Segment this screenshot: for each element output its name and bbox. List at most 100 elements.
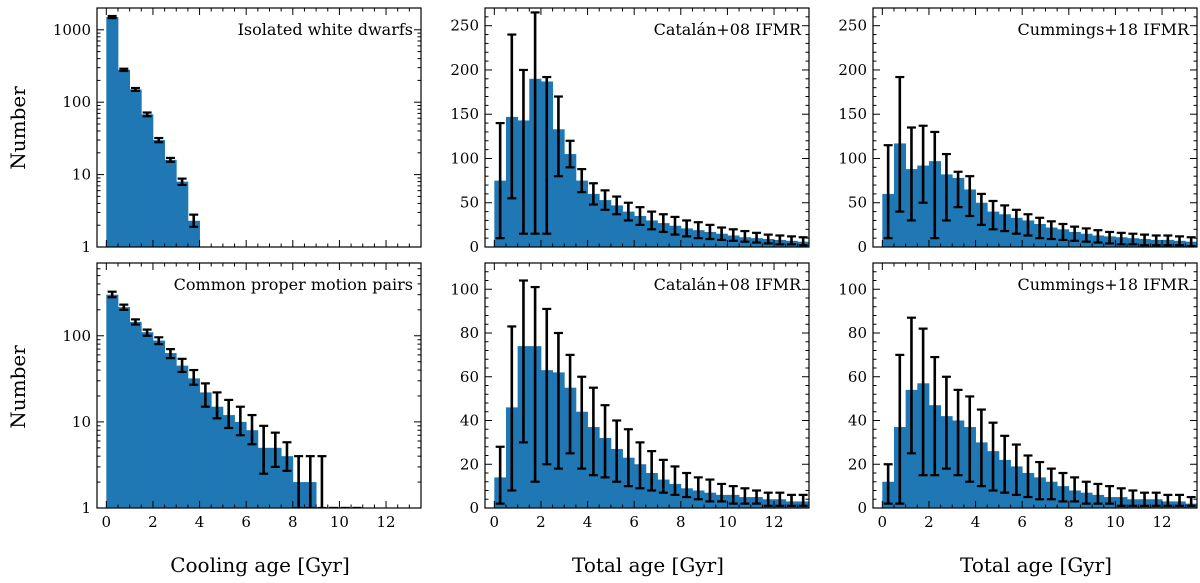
bar [246, 430, 259, 508]
bar [176, 181, 189, 247]
x-tick-label: 8 [1064, 513, 1074, 531]
x-tick-label: 6 [1017, 513, 1027, 531]
bar [106, 17, 119, 247]
bar [211, 406, 224, 508]
panel-title: Cummings+18 IFMR [1018, 20, 1190, 39]
y-tick-label: 20 [848, 455, 867, 473]
bar [106, 294, 119, 508]
ticks [485, 262, 810, 509]
axes-frame [96, 262, 422, 509]
ticks [97, 262, 422, 509]
x-tick-label: 4 [195, 513, 205, 531]
y-tick-label: 40 [460, 412, 479, 430]
x-tick-label: 0 [490, 513, 500, 531]
x-tick-label: 2 [148, 513, 158, 531]
bar [117, 307, 131, 508]
y-tick-label: 0 [857, 238, 867, 256]
bar [917, 165, 930, 247]
bar [963, 189, 976, 247]
bar [199, 392, 212, 508]
bar [152, 340, 165, 508]
y-tick-label: 50 [848, 194, 867, 212]
bar [587, 193, 600, 247]
y-tick-label: 250 [838, 17, 867, 35]
panel-top-right: 0 50 100 150 200 250 Cummings+18 IFMR [838, 7, 1198, 256]
y-tick-label: 10 [72, 413, 91, 431]
panel-title: Common proper motion pairs [174, 275, 413, 294]
bar [164, 353, 177, 508]
xlabel-left: Cooling age [Gyr] [170, 553, 350, 577]
ylabel-top: Number [6, 86, 30, 170]
bar [952, 177, 965, 247]
bar [281, 456, 294, 508]
bar [187, 378, 200, 508]
error-bars [107, 290, 362, 508]
y-tick-label: 200 [838, 61, 867, 79]
bar [599, 200, 612, 247]
bar [645, 220, 658, 247]
bar [222, 415, 235, 508]
ticks [873, 262, 1198, 509]
xlabel-right: Total age [Gyr] [960, 553, 1112, 577]
bar [234, 421, 247, 508]
bar [634, 216, 647, 247]
error-bars [495, 279, 808, 507]
bars [882, 383, 1197, 508]
panel-top-middle: 0 50 100 150 200 250 Catalán+08 IFMR [450, 7, 810, 256]
panel-bottom-right: 0 20 40 60 80 100 0 2 4 6 8 10 12 Cummings+18 IFMR [838, 262, 1198, 531]
y-tick-label: 0 [469, 238, 479, 256]
x-tick-label: 0 [878, 513, 888, 531]
panel-title: Catalán+08 IFMR [654, 275, 802, 294]
y-tick-label: 1 [81, 499, 91, 517]
bar [575, 180, 588, 247]
xlabel-middle: Total age [Gyr] [572, 553, 724, 577]
bars [106, 294, 317, 508]
bar [152, 140, 165, 247]
y-tick-label: 1000 [53, 21, 91, 39]
bar [129, 89, 142, 247]
bar [257, 447, 270, 508]
bar [141, 332, 154, 508]
y-tick-label: 50 [460, 194, 479, 212]
x-tick-label: 10 [718, 513, 737, 531]
x-tick-label: 8 [288, 513, 298, 531]
bar [657, 223, 670, 247]
bar [164, 159, 177, 247]
y-tick-label: 100 [450, 149, 479, 167]
bar [176, 365, 189, 508]
x-tick-label: 2 [924, 513, 934, 531]
x-tick-label: 6 [629, 513, 639, 531]
x-tick-label: 4 [583, 513, 593, 531]
y-tick-label: 10 [72, 166, 91, 184]
y-tick-label: 100 [838, 280, 867, 298]
x-tick-label: 2 [536, 513, 546, 531]
error-bars [495, 11, 808, 247]
error-bars [883, 75, 1196, 247]
x-tick-label: 0 [102, 513, 112, 531]
bar [129, 321, 142, 508]
bar [564, 154, 577, 247]
bar [117, 69, 131, 247]
y-tick-label: 150 [838, 105, 867, 123]
y-tick-label: 200 [450, 61, 479, 79]
y-tick-label: 100 [62, 327, 91, 345]
y-tick-label: 100 [838, 149, 867, 167]
ticks [485, 7, 810, 248]
bar [610, 205, 623, 247]
axes-frame [96, 7, 422, 248]
y-tick-label: 250 [450, 17, 479, 35]
panel-title: Catalán+08 IFMR [654, 20, 802, 39]
x-tick-label: 12 [1152, 513, 1171, 531]
x-tick-label: 10 [1106, 513, 1125, 531]
axes-frame [484, 7, 810, 248]
y-tick-label: 80 [848, 324, 867, 342]
ticks [873, 7, 1198, 248]
bar [269, 447, 282, 508]
panel-top-left: 1 10 100 1000 Isolated white dwarfs [53, 7, 422, 256]
bar [680, 228, 693, 247]
bar [552, 129, 565, 247]
error-bars [107, 14, 199, 228]
panel-bottom-middle: 0 20 40 60 80 100 0 2 4 6 8 10 12 Catalán+08 IFMR [450, 262, 810, 531]
